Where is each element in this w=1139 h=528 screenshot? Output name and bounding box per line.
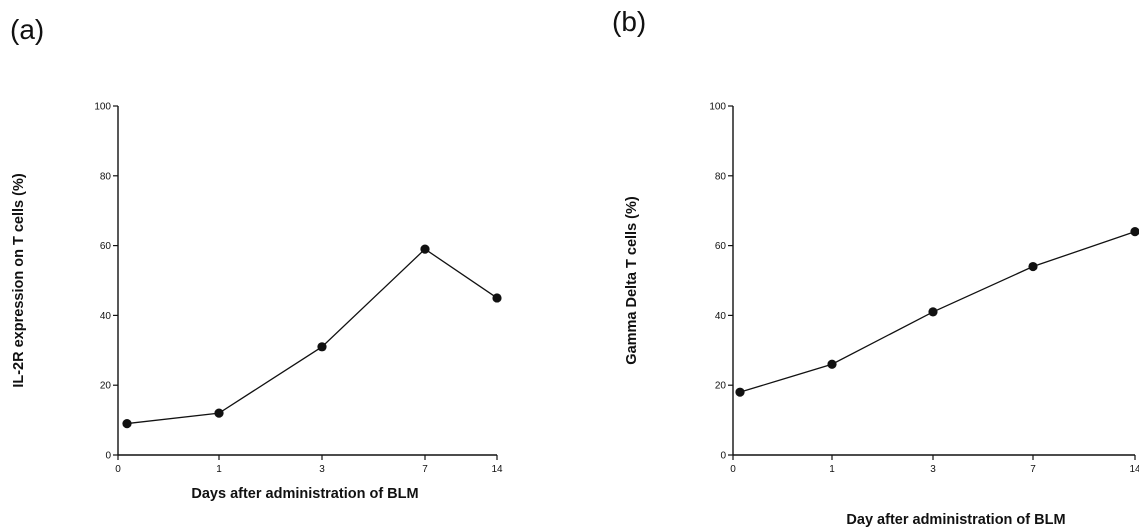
charta-data-point: [122, 418, 132, 429]
chartb-data-point: [1028, 261, 1038, 272]
chartb-x-tick-label: 3: [930, 464, 936, 475]
charta-data-point: [214, 408, 224, 418]
charta-x-axis-title: Days after administration of BLM: [191, 486, 418, 502]
charta-y-tick-label: 0: [105, 451, 111, 462]
charta-x-tick-label: 14: [491, 464, 503, 475]
charta-y-tick-label: 60: [100, 241, 112, 252]
chartb-y-axis-title: Gamma Delta T cells (%): [624, 196, 640, 365]
chartb-y-tick-label: 20: [715, 381, 727, 392]
charta-x-tick-label: 7: [422, 464, 428, 475]
chartb-x-tick-label: 7: [1030, 464, 1036, 475]
charta-y-tick-label: 20: [100, 381, 112, 392]
chartb-y-tick-label: 80: [715, 171, 727, 182]
chartb-y-tick-label: 40: [715, 311, 727, 322]
charta-data-point: [317, 342, 327, 352]
chartb-data-point: [928, 307, 938, 317]
charta-y-axis-title: IL-2R expression on T cells (%): [11, 173, 27, 387]
panel-label-a: (a): [10, 14, 45, 45]
chartb-x-tick-label: 1: [829, 464, 835, 475]
chartb-y-tick-label: 0: [720, 451, 726, 462]
charta-y-tick-label: 40: [100, 311, 112, 322]
chartb-x-axis-title: Day after administration of BLM: [846, 512, 1065, 528]
charta-y-tick-label: 100: [94, 102, 111, 113]
charta-data-point: [492, 293, 502, 303]
panel-label-b: (b): [612, 6, 647, 37]
charta-data-point: [420, 244, 430, 254]
chartb-y-tick-label: 100: [709, 102, 726, 113]
chartb-data-point: [735, 387, 745, 397]
chartb-x-tick-label: 14: [1129, 464, 1139, 475]
chartb-y-tick-label: 60: [715, 241, 727, 252]
charta-y-tick-label: 80: [100, 171, 112, 182]
chartb-x-tick-label: 0: [730, 464, 736, 475]
charta-x-tick-label: 0: [115, 464, 121, 475]
charta-x-tick-label: 3: [319, 464, 325, 475]
chartb-data-point: [1130, 227, 1139, 237]
charta-x-tick-label: 1: [216, 464, 222, 475]
chartb-data-point: [827, 359, 837, 369]
